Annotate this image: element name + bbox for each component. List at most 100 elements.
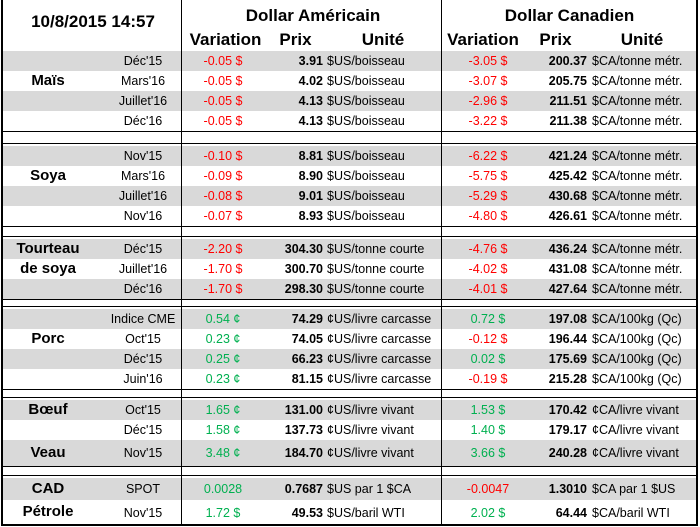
cad-unite-header: Unité	[620, 30, 664, 49]
usd-variation: 1.65 ¢	[205, 403, 241, 417]
cad-unit: $CA/tonne métr.	[592, 209, 683, 223]
usd-price: 4.13	[298, 94, 323, 108]
usd-price: 184.70	[284, 446, 323, 460]
usd-variation: -0.09 $	[203, 169, 243, 183]
row-divider	[3, 236, 696, 237]
commodity-label: Tourteau de soya	[16, 239, 80, 277]
cad-unit: $CA/tonne métr.	[592, 189, 683, 203]
contract: Mars'16	[120, 169, 166, 183]
usd-unit: ¢US/livre vivant	[327, 423, 414, 437]
usd-variation: -0.07 $	[203, 209, 243, 223]
usd-variation: 1.58 ¢	[205, 423, 241, 437]
usd-price: 66.23	[291, 352, 323, 366]
cad-price: 1.3010	[548, 482, 587, 496]
cad-unit: $CA/baril WTI	[592, 505, 670, 520]
cad-unit: $CA/100kg (Qc)	[592, 332, 682, 346]
cad-unit: ¢CA/livre vivant	[592, 403, 679, 417]
usd-variation: 1.72 $	[205, 505, 241, 520]
usd-prix-header: Prix	[279, 30, 312, 49]
cad-variation: -0.0047	[466, 482, 510, 496]
cad-unit: $CA/100kg (Qc)	[592, 352, 682, 366]
cad-unit: $CA/tonne métr.	[592, 114, 683, 128]
usd-price: 9.01	[298, 189, 323, 203]
usd-header: Dollar Américain	[245, 6, 381, 25]
cad-variation: -4.01 $	[468, 282, 508, 296]
cad-price: 211.51	[549, 94, 587, 108]
table-row: SPOT 0.0028 0.7687 $US par 1 $CA -0.0047 1.30…	[3, 478, 696, 500]
contract: Juillet'16	[118, 94, 168, 108]
usd-variation: -0.05 $	[203, 54, 243, 68]
cad-variation: -3.22 $	[468, 114, 508, 128]
table-row: Juillet'16 -0.08 $ 9.01 $US/boisseau -5.29 $…	[3, 186, 696, 206]
row-divider	[3, 299, 696, 300]
usd-unit: ¢US/livre carcasse	[327, 352, 432, 366]
contract: Oct'15	[125, 332, 161, 346]
usd-unit: $US/tonne courte	[327, 262, 425, 276]
usd-price: 304.30	[284, 242, 323, 256]
cad-variation: -6.22 $	[468, 149, 508, 163]
usd-unit: ¢US/livre vivant	[327, 403, 414, 417]
contract: Mars'16	[120, 74, 166, 88]
cad-unit: $CA/tonne métr.	[592, 262, 683, 276]
table-row: Juillet'16 -0.05 $ 4.13 $US/boisseau -2.96 $…	[3, 91, 696, 111]
usd-variation: -0.05 $	[203, 114, 243, 128]
cad-unit: $CA/100kg (Qc)	[592, 372, 682, 386]
cad-price: 197.08	[548, 312, 587, 326]
cad-unit: $CA/tonne métr.	[592, 94, 683, 108]
usd-variation: -1.70 $	[203, 262, 243, 276]
cad-variation: -5.75 $	[468, 169, 508, 183]
cad-price: 427.64	[548, 282, 587, 296]
cad-price: 431.08	[548, 262, 587, 276]
contract: SPOT	[125, 482, 161, 496]
contract: Déc'15	[123, 423, 163, 437]
cad-variation: -3.07 $	[468, 74, 508, 88]
contract: Nov'15	[123, 505, 163, 520]
cad-variation: -4.02 $	[468, 262, 508, 276]
usd-unit: $US/boisseau	[327, 114, 405, 128]
contract: Juillet'16	[118, 189, 168, 203]
cad-price: 205.75	[548, 74, 587, 88]
cad-variation: -4.80 $	[468, 209, 508, 223]
cad-price: 421.24	[548, 149, 587, 163]
usd-variation: 3.48 ¢	[205, 446, 241, 460]
cad-variation: -5.29 $	[468, 189, 508, 203]
table-row: Déc'16 -1.70 $ 298.30 $US/tonne courte -4.01…	[3, 279, 696, 299]
cad-variation: -4.76 $	[468, 242, 508, 256]
cad-price: 179.17	[548, 423, 587, 437]
usd-unit: $US/tonne courte	[327, 282, 425, 296]
usd-unit: ¢US/livre vivant	[327, 446, 414, 460]
table-row: Oct'15 1.65 ¢ 131.00 ¢US/livre vivant 1.53 $…	[3, 400, 696, 420]
cad-unit: $CA/tonne métr.	[592, 149, 683, 163]
contract: Déc'16	[123, 114, 163, 128]
table-row: Mars'16 -0.09 $ 8.90 $US/boisseau -5.75 $ 425…	[3, 166, 696, 186]
usd-unit: $US/boisseau	[327, 54, 405, 68]
cad-unit: ¢CA/livre vivant	[592, 446, 679, 460]
usd-unit: $US/boisseau	[327, 209, 405, 223]
table-row: Déc'16 -0.05 $ 4.13 $US/boisseau -3.22 $ 211.…	[3, 111, 696, 131]
usd-price: 4.02	[298, 74, 323, 88]
usd-price: 300.70	[284, 262, 323, 276]
usd-variation: -0.05 $	[203, 94, 243, 108]
cad-price: 196.44	[548, 332, 587, 346]
usd-unit: $US/boisseau	[327, 74, 405, 88]
divider	[441, 0, 442, 524]
table-row: Nov'15 -0.10 $ 8.81 $US/boisseau -6.22 $ 421.…	[3, 146, 696, 166]
cad-price: 64.44	[555, 505, 587, 520]
usd-unite-header: Unité	[361, 30, 405, 49]
row-divider	[3, 389, 696, 390]
commodity-label: CAD	[31, 479, 65, 497]
row-divider	[3, 226, 696, 227]
table-row: Juillet'16 -1.70 $ 300.70 $US/tonne courte -…	[3, 259, 696, 279]
commodity-label: Veau	[30, 443, 66, 461]
table-row: Nov'16 -0.07 $ 8.93 $US/boisseau -4.80 $ 426.…	[3, 206, 696, 226]
contract: Déc'15	[123, 54, 163, 68]
usd-price: 0.7687	[284, 482, 323, 496]
contract: Déc'15	[123, 242, 163, 256]
commodity-label: Bœuf	[28, 400, 68, 418]
usd-variation: 0.23 ¢	[205, 332, 241, 346]
cad-price: 175.69	[548, 352, 587, 366]
usd-price: 4.13	[298, 114, 323, 128]
contract: Nov'15	[123, 446, 163, 460]
row-divider	[3, 143, 696, 144]
usd-price: 74.05	[291, 332, 323, 346]
